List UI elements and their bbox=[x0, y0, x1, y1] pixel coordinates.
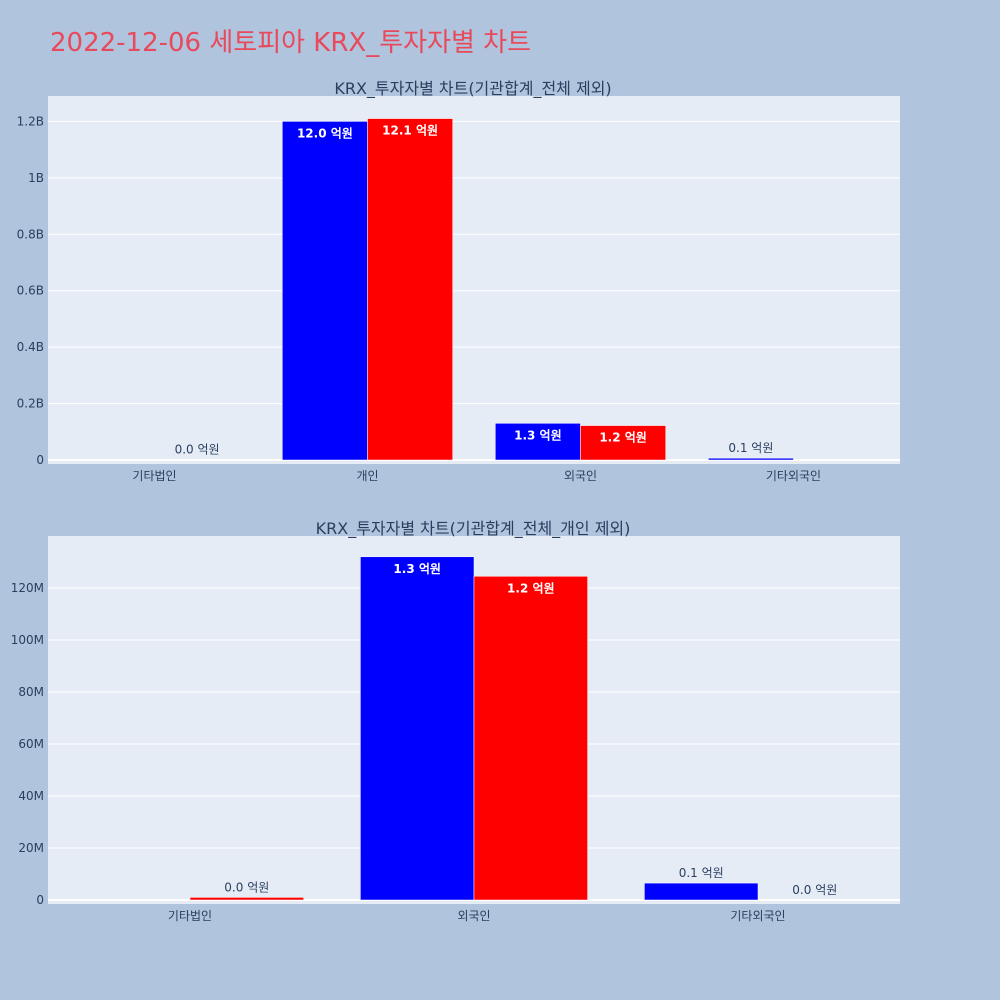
bar bbox=[473, 576, 588, 901]
data-label: 0.0 억원 bbox=[175, 443, 220, 457]
y-tick-label: 0 bbox=[36, 453, 44, 467]
y-tick-label: 1.2B bbox=[17, 114, 44, 128]
y-tick-label: 0.8B bbox=[17, 227, 44, 241]
x-tick-label: 외국인 bbox=[457, 909, 490, 923]
bar bbox=[282, 121, 368, 461]
chart-title: KRX_투자자별 차트(기관합계_전체_개인 제외) bbox=[316, 519, 631, 539]
bar bbox=[189, 897, 304, 901]
bar bbox=[580, 425, 666, 461]
plot-area bbox=[48, 96, 900, 464]
bar bbox=[644, 882, 759, 901]
bar bbox=[708, 457, 794, 461]
y-tick-label: 0.2B bbox=[17, 397, 44, 411]
investor-chart-bottom: KRX_투자자별 차트(기관합계_전체_개인 제외) 0 20M 40M 60M 80M 1… bbox=[11, 519, 900, 923]
x-tick-label: 기타법인 bbox=[168, 909, 212, 923]
y-tick-label: 0 bbox=[36, 893, 44, 907]
y-tick-label: 40M bbox=[18, 789, 44, 803]
bar bbox=[367, 118, 453, 461]
y-tick-label: 100M bbox=[11, 633, 44, 647]
data-label: 1.3 억원 bbox=[393, 562, 441, 576]
data-label: 0.0 억원 bbox=[224, 880, 269, 894]
data-label: 1.2 억원 bbox=[599, 431, 647, 445]
y-tick-label: 120M bbox=[11, 581, 44, 595]
y-tick-label: 1B bbox=[28, 171, 44, 185]
data-label: 1.3 억원 bbox=[514, 428, 562, 442]
data-label: 0.1 억원 bbox=[728, 441, 773, 455]
y-tick-label: 60M bbox=[18, 737, 44, 751]
x-tick-label: 개인 bbox=[356, 469, 378, 483]
x-tick-label: 기타외국인 bbox=[766, 469, 821, 483]
y-tick-label: 80M bbox=[18, 685, 44, 699]
data-label: 12.1 억원 bbox=[382, 124, 438, 138]
data-label: 0.0 억원 bbox=[792, 883, 837, 897]
investor-chart-top: KRX_투자자별 차트(기관합계_전체 제외) 0 0.2B 0.4B 0.6B 0.8B… bbox=[17, 79, 900, 483]
chart-title: KRX_투자자별 차트(기관합계_전체 제외) bbox=[334, 79, 611, 99]
data-label: 12.0 억원 bbox=[297, 126, 353, 140]
bar bbox=[360, 556, 475, 901]
x-tick-label: 기타외국인 bbox=[730, 909, 785, 923]
x-tick-label: 외국인 bbox=[564, 469, 597, 483]
bar bbox=[495, 423, 581, 461]
x-tick-label: 기타법인 bbox=[132, 469, 176, 483]
page-title: 2022-12-06 세토피아 KRX_투자자별 차트 bbox=[50, 28, 532, 58]
data-label: 1.2 억원 bbox=[507, 581, 555, 595]
data-label: 0.1 억원 bbox=[679, 866, 724, 880]
y-tick-label: 20M bbox=[18, 841, 44, 855]
y-tick-label: 0.4B bbox=[17, 340, 44, 354]
y-tick-label: 0.6B bbox=[17, 284, 44, 298]
